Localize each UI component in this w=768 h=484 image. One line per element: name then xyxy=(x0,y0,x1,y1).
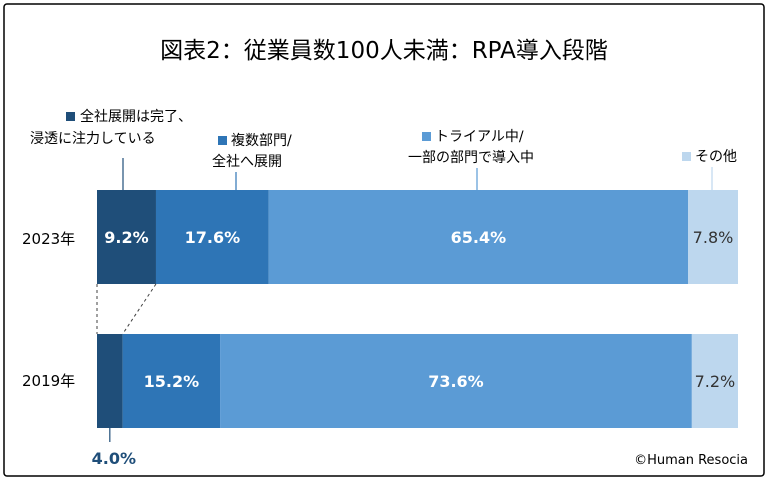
category-label-2019: 2019年 xyxy=(22,372,75,390)
data-label-2023-s4: 7.8% xyxy=(693,228,734,247)
bars-group: 9.2% 17.6% 65.4% 7.8% 4.0% 15.2% 73.6% 7.2% xyxy=(92,190,738,468)
data-label-2023-s2: 17.6% xyxy=(185,228,241,247)
legend-swatch-2 xyxy=(218,136,227,145)
legend-swatch-4 xyxy=(682,152,691,161)
bar-segment-2019-s2 xyxy=(122,334,221,428)
legend-label-4: その他 xyxy=(695,149,737,165)
connector-line-2 xyxy=(122,283,157,335)
legend-label-2a: 複数部門/ xyxy=(231,132,292,149)
legend-label-3a: トライアル中/ xyxy=(435,129,524,145)
bar-segment-2019-s3 xyxy=(220,334,692,428)
chart-title: 図表2：従業員数100人未満：RPA導入段階 xyxy=(160,38,608,64)
bar-segment-2023-s2 xyxy=(155,190,269,284)
bar-segment-2019-s1 xyxy=(97,334,123,428)
bar-segment-2023-s1 xyxy=(97,190,156,284)
legend-swatch-1 xyxy=(66,112,75,121)
bar-segment-2023-s3 xyxy=(268,190,689,284)
data-label-2019-s1: 4.0% xyxy=(92,449,136,468)
copyright-text: ©Human Resocia xyxy=(634,453,748,468)
data-label-2019-s3: 73.6% xyxy=(428,372,484,391)
legend-label-1b: 浸透に注力している xyxy=(30,131,156,147)
legend-label-3b: 一部の部門で導入中 xyxy=(408,150,534,166)
data-label-2019-s2: 15.2% xyxy=(144,372,200,391)
data-label-2023-s1: 9.2% xyxy=(104,228,148,247)
data-label-2019-s4: 7.2% xyxy=(695,372,736,391)
bar-segment-2023-s4 xyxy=(688,190,738,284)
legend-label-1a: 全社展開は完了、 xyxy=(80,108,192,125)
legend-swatch-3 xyxy=(422,132,431,141)
legend-label-2b: 全社へ展開 xyxy=(212,153,282,170)
data-label-2023-s3: 65.4% xyxy=(451,228,507,247)
bar-segment-2019-s4 xyxy=(691,334,738,428)
category-label-2023: 2023年 xyxy=(22,230,75,248)
legend: 全社展開は完了、 浸透に注力している 複数部門/ 全社へ展開 トライアル中/ 一… xyxy=(30,108,737,190)
